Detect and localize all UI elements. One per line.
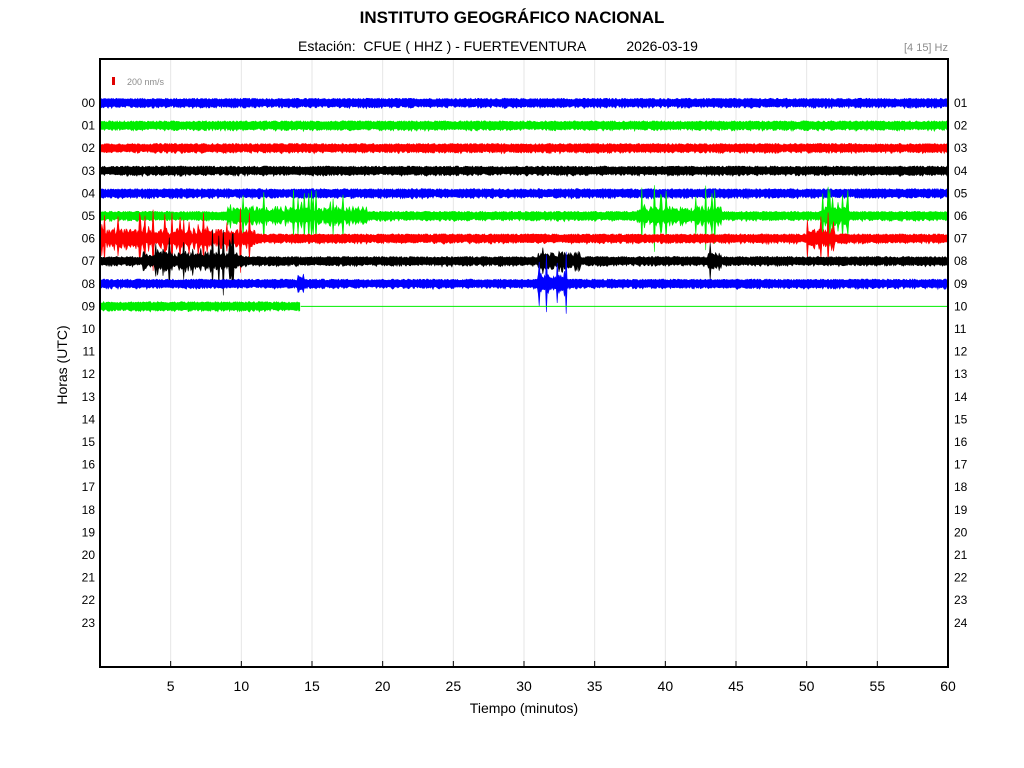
x-tick-label: 50 bbox=[799, 678, 815, 694]
y-tick-label-right: 08 bbox=[954, 254, 968, 268]
y-tick-label-left: 16 bbox=[82, 458, 96, 472]
trace-02 bbox=[99, 142, 949, 155]
x-tick-label: 45 bbox=[728, 678, 744, 694]
y-tick-label-left: 07 bbox=[82, 254, 96, 268]
y-tick-label-right: 05 bbox=[954, 186, 968, 200]
y-tick-label-left: 01 bbox=[82, 119, 96, 133]
x-tick-label: 35 bbox=[587, 678, 603, 694]
y-tick-label-right: 22 bbox=[954, 571, 968, 585]
y-tick-label-left: 23 bbox=[82, 616, 96, 630]
trace-04 bbox=[99, 187, 949, 200]
x-tick-label: 60 bbox=[940, 678, 956, 694]
y-tick-label-right: 16 bbox=[954, 435, 968, 449]
date-label: 2026-03-19 bbox=[626, 38, 698, 54]
x-tick-label: 55 bbox=[870, 678, 886, 694]
station-label: Estación: CFUE ( HHZ ) - FUERTEVENTURA bbox=[298, 38, 587, 54]
y-tick-label-left: 15 bbox=[82, 435, 96, 449]
scale-bar bbox=[112, 77, 115, 85]
y-tick-label-left: 20 bbox=[82, 548, 96, 562]
y-tick-label-left: 02 bbox=[82, 141, 96, 155]
y-tick-label-right: 15 bbox=[954, 412, 968, 426]
y-tick-label-left: 09 bbox=[82, 299, 96, 313]
y-tick-label-right: 19 bbox=[954, 503, 968, 517]
x-tick-label: 30 bbox=[516, 678, 532, 694]
y-tick-label-left: 21 bbox=[82, 571, 96, 585]
x-tick-label: 15 bbox=[304, 678, 320, 694]
y-tick-label-left: 22 bbox=[82, 593, 96, 607]
scale-label: 200 nm/s bbox=[127, 77, 165, 87]
y-tick-label-right: 20 bbox=[954, 525, 968, 539]
y-tick-label-right: 24 bbox=[954, 616, 968, 630]
y-tick-label-left: 00 bbox=[82, 96, 96, 110]
x-tick-label: 25 bbox=[446, 678, 462, 694]
y-tick-label-left: 19 bbox=[82, 525, 96, 539]
y-tick-label-right: 03 bbox=[954, 141, 968, 155]
y-tick-label-left: 03 bbox=[82, 164, 96, 178]
axes-group: 5 10 15 20 25 30 35 40 45 50 55 60 00 01 02 03 04 05 06 07 0… bbox=[82, 58, 968, 694]
trace-00 bbox=[99, 97, 949, 110]
trace-09 bbox=[99, 301, 301, 313]
y-tick-label-left: 12 bbox=[82, 367, 96, 381]
grid-lines bbox=[170, 59, 878, 667]
chart-title: INSTITUTO GEOGRÁFICO NACIONAL bbox=[359, 8, 665, 27]
y-tick-label-left: 11 bbox=[83, 345, 96, 359]
y-tick-label-left: 14 bbox=[82, 412, 96, 426]
y-tick-label-right: 11 bbox=[954, 322, 967, 336]
y-axis-label: Horas (UTC) bbox=[54, 325, 70, 405]
y-tick-label-right: 07 bbox=[954, 232, 968, 246]
y-tick-label-left: 04 bbox=[82, 186, 96, 200]
x-tick-label: 40 bbox=[658, 678, 674, 694]
y-tick-label-left: 08 bbox=[82, 277, 96, 291]
x-axis-label: Tiempo (minutos) bbox=[469, 700, 579, 716]
y-tick-label-left: 17 bbox=[82, 480, 96, 494]
x-tick-label: 20 bbox=[375, 678, 391, 694]
y-tick-label-left: 05 bbox=[82, 209, 96, 223]
y-tick-label-left: 06 bbox=[82, 232, 96, 246]
y-tick-label-left: 13 bbox=[82, 390, 96, 404]
y-tick-label-right: 04 bbox=[954, 164, 968, 178]
x-tick-label: 10 bbox=[234, 678, 250, 694]
y-tick-label-right: 23 bbox=[954, 593, 968, 607]
station-subtitle: Estación: CFUE ( HHZ ) - FUERTEVENTURA 20… bbox=[298, 38, 698, 54]
y-tick-label-right: 18 bbox=[954, 480, 968, 494]
y-tick-label-right: 02 bbox=[954, 119, 968, 133]
y-tick-label-right: 10 bbox=[954, 299, 968, 313]
y-tick-label-right: 12 bbox=[954, 345, 968, 359]
y-tick-label-right: 17 bbox=[954, 458, 968, 472]
y-tick-label-right: 14 bbox=[954, 390, 968, 404]
filter-label: [4 15] Hz bbox=[903, 42, 948, 54]
x-tick-label: 5 bbox=[167, 678, 175, 694]
y-tick-label-left: 18 bbox=[82, 503, 96, 517]
y-tick-label-right: 09 bbox=[954, 277, 968, 291]
y-tick-label-right: 01 bbox=[954, 96, 968, 110]
y-tick-label-right: 21 bbox=[954, 548, 968, 562]
y-tick-label-right: 13 bbox=[954, 367, 968, 381]
y-tick-label-right: 06 bbox=[954, 209, 968, 223]
y-tick-label-left: 10 bbox=[82, 322, 96, 336]
